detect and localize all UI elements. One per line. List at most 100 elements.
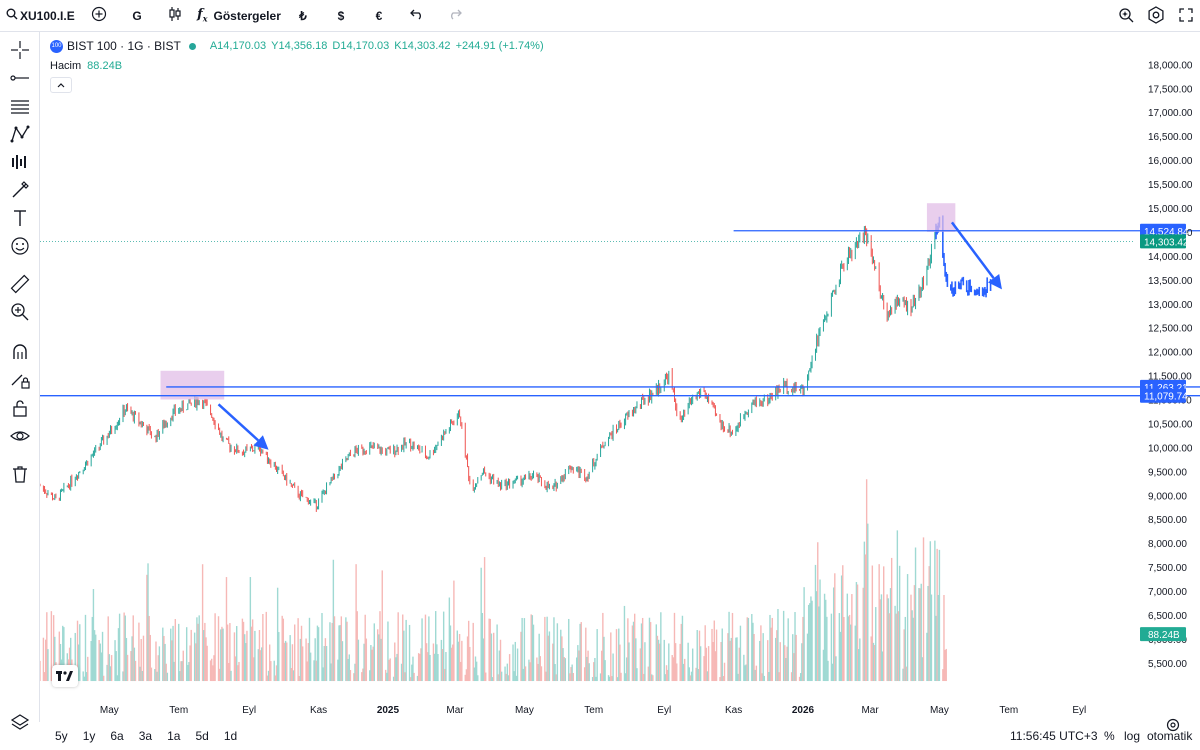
auto-scale-toggle[interactable]: otomatik [1147, 729, 1193, 743]
brush-tool[interactable] [8, 180, 32, 204]
undo-button[interactable] [398, 0, 436, 32]
trash-icon [10, 464, 30, 489]
last-price-label-bg [1140, 234, 1186, 249]
x-tick-label: Mar [446, 705, 464, 716]
clock[interactable]: 11:56:45 UTC+3 [1010, 729, 1098, 743]
visibility-tool[interactable] [8, 426, 32, 450]
x-tick-label: Eyl [242, 705, 256, 716]
drawing-toolbar [0, 32, 40, 722]
emoji-tool[interactable] [8, 236, 32, 260]
y-tick-label: 8,000.00 [1148, 539, 1187, 550]
go-to-date-button[interactable] [1166, 712, 1180, 740]
x-tick-label: 2026 [792, 705, 815, 716]
range-3a[interactable]: 3a [138, 729, 153, 743]
eye-icon [10, 426, 30, 451]
currency-eur-button[interactable]: € [375, 8, 383, 23]
volume-axis-label-bg [1140, 627, 1186, 642]
symbol-name: XU100.I.E [20, 8, 75, 23]
price-chart[interactable]: 5,500.006,000.006,500.007,000.007,500.00… [40, 32, 1200, 722]
volume-value: 88.24B [87, 60, 123, 72]
bottom-toolbar: 5y 1y 6a 3a 1a 5d 1d 11:56:45 UTC+3 % lo… [40, 718, 1200, 750]
remove-drawings-tool[interactable] [8, 464, 32, 488]
layers-icon [10, 712, 30, 737]
price-line-label: 11,263.21 [1144, 383, 1188, 394]
y-tick-label: 11,500.00 [1148, 372, 1192, 383]
y-tick-label: 10,000.00 [1148, 443, 1193, 454]
text-icon [10, 208, 30, 233]
horizontal-lines-tool[interactable] [8, 96, 32, 120]
price-line-label-bg [1140, 388, 1186, 403]
magnet-icon [10, 342, 30, 367]
x-tick-label: Kas [310, 705, 327, 716]
fx-icon: fx [197, 7, 208, 24]
legend-low: D14,170.03 [332, 40, 390, 52]
volume-bars [40, 479, 947, 682]
text-tool[interactable] [8, 208, 32, 232]
log-toggle[interactable]: log [1124, 729, 1141, 743]
y-tick-label: 5,500.00 [1148, 659, 1187, 670]
x-tick-label: 2025 [377, 705, 400, 716]
crosshair-tool[interactable] [8, 40, 32, 64]
indicators-button[interactable]: fx Göstergeler [194, 0, 284, 32]
quick-search-button[interactable] [1112, 0, 1140, 32]
lock-icon [10, 398, 30, 423]
legend-high: Y14,356.18 [271, 40, 328, 52]
currency-try-button[interactable]: ₺ [299, 8, 307, 23]
x-tick-label: Kas [725, 705, 742, 716]
y-tick-label: 15,000.00 [1148, 204, 1193, 215]
x-tick-label: May [930, 705, 949, 716]
y-tick-label: 13,000.00 [1148, 300, 1193, 311]
redo-icon [448, 8, 462, 23]
measure-tool[interactable] [8, 274, 32, 298]
y-tick-label: 6,500.00 [1148, 611, 1187, 622]
y-tick-label: 14,000.00 [1148, 252, 1193, 263]
search-icon [6, 8, 18, 23]
zoom-tool[interactable] [8, 302, 32, 326]
y-tick-label: 7,000.00 [1148, 587, 1187, 598]
magnifier-sparkle-icon [1118, 7, 1134, 26]
currency-usd-button[interactable]: $ [337, 8, 345, 23]
range-5y[interactable]: 5y [55, 729, 68, 743]
legend-open: A14,170.03 [209, 40, 267, 52]
collapse-legend-button[interactable] [50, 77, 72, 93]
x-tick-label: Tem [169, 705, 188, 716]
undo-icon [410, 8, 424, 23]
lock-drawings-tool[interactable] [8, 370, 32, 394]
pattern-tool[interactable] [8, 124, 32, 148]
fullscreen-button[interactable] [1172, 0, 1200, 32]
y-tick-label: 16,500.00 [1148, 132, 1193, 143]
price-line-label-bg [1140, 223, 1186, 238]
forecasting-tool[interactable] [8, 152, 32, 176]
chart-type-button[interactable] [156, 0, 194, 32]
range-1d[interactable]: 1d [223, 729, 238, 743]
zoom-in-icon [10, 302, 30, 327]
settings-button[interactable] [1142, 0, 1170, 32]
y-tick-label: 15,500.00 [1148, 180, 1193, 191]
lock-tool[interactable] [8, 398, 32, 422]
smiley-icon [10, 236, 30, 261]
range-6a[interactable]: 6a [110, 729, 124, 743]
trend-arrow [950, 221, 995, 279]
percent-toggle[interactable]: % [1104, 729, 1115, 743]
tradingview-logo [52, 665, 78, 687]
multi-line-icon [10, 96, 30, 121]
plus-circle-icon [91, 6, 107, 25]
y-tick-label: 16,000.00 [1148, 156, 1193, 167]
top-toolbar: XU100.I.E G fx Göstergeler ₺ $ € [0, 0, 1200, 32]
magnet-tool[interactable] [8, 342, 32, 366]
symbol-search-button[interactable]: XU100.I.E [0, 0, 80, 32]
ruler-icon [10, 274, 30, 299]
redo-button[interactable] [436, 0, 474, 32]
price-candles [40, 215, 992, 512]
interval-button[interactable]: G [132, 8, 142, 23]
legend-symbol-title[interactable]: BIST 100 · 1G · BIST [67, 39, 181, 53]
compare-button[interactable] [80, 0, 118, 32]
trend-line-tool[interactable] [8, 68, 32, 92]
pencil-lock-icon [10, 370, 30, 395]
range-1y[interactable]: 1y [82, 729, 96, 743]
object-tree-button[interactable] [8, 712, 32, 736]
pattern-icon [10, 124, 30, 149]
range-1a[interactable]: 1a [167, 729, 181, 743]
drawings [40, 203, 1200, 450]
range-5d[interactable]: 5d [195, 729, 209, 743]
